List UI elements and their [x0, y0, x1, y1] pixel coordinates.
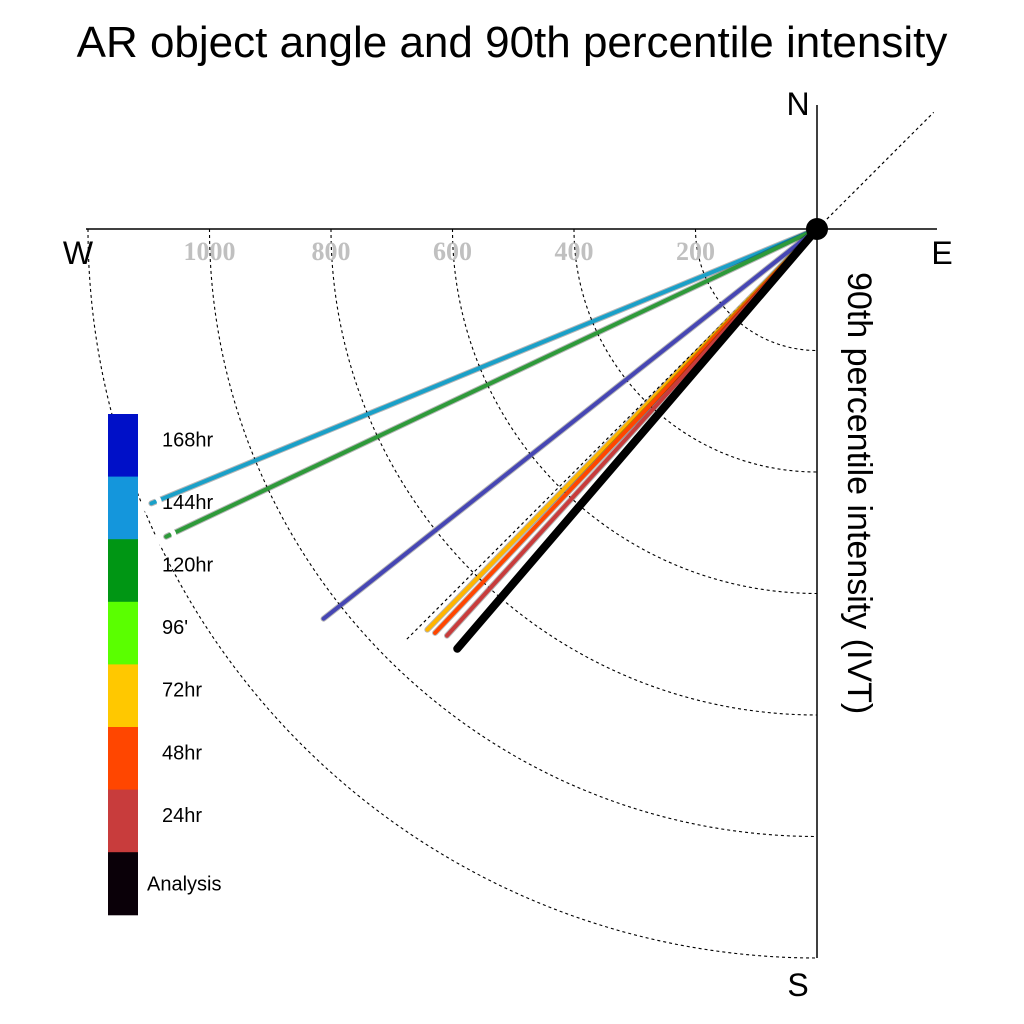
series-line	[140, 226, 820, 514]
radial-ring	[208, 228, 818, 838]
chart-title: AR object angle and 90th percentile inte…	[77, 18, 948, 67]
legend-swatch	[108, 852, 138, 916]
radial-ring	[87, 228, 818, 959]
series-line	[155, 226, 820, 548]
radial-tick-label: 1000	[184, 237, 236, 266]
radial-ring	[573, 228, 818, 473]
radial-ring	[330, 228, 818, 716]
radial-ring	[451, 228, 818, 595]
radial-tick-labels: 200 400 600 800 1000	[184, 237, 716, 266]
series-line	[453, 225, 821, 653]
series-endpoint-marker	[140, 492, 162, 514]
legend-swatch	[108, 601, 138, 665]
radial-tick-label: 200	[676, 237, 715, 266]
radial-grid	[87, 228, 818, 959]
compass-north: N	[786, 86, 809, 122]
reference-diagonal	[406, 111, 935, 640]
series-endpoint-marker	[155, 526, 177, 548]
radial-tick-label: 800	[312, 237, 351, 266]
legend: 168hr 144hr 120hr 96' 72hr 48hr 24hr Analysis	[108, 414, 221, 916]
compass-west: W	[63, 235, 94, 271]
radial-tick-label: 400	[555, 237, 594, 266]
legend-swatch	[108, 727, 138, 791]
legend-swatch	[108, 664, 138, 728]
compass-east: E	[931, 235, 952, 271]
legend-label: 120hr	[162, 555, 213, 577]
legend-swatch	[108, 539, 138, 603]
legend-label: 168hr	[162, 429, 213, 451]
legend-label: 72hr	[162, 680, 202, 702]
legend-swatch	[108, 414, 138, 478]
legend-label: Analysis	[147, 874, 221, 896]
legend-label: 144hr	[162, 492, 213, 514]
legend-label: 48hr	[162, 742, 202, 764]
y-axis-label: 90th percentile intensity (IVT)	[840, 272, 878, 714]
series-line	[320, 226, 820, 622]
radial-tick-label: 600	[433, 237, 472, 266]
origin-marker	[806, 218, 828, 240]
legend-swatch	[108, 789, 138, 853]
legend-swatch	[108, 476, 138, 540]
radial-ring	[694, 228, 818, 352]
legend-label: 96'	[162, 617, 188, 639]
compass-south: S	[787, 967, 808, 1003]
series-lines	[140, 225, 821, 653]
legend-label: 24hr	[162, 805, 202, 827]
